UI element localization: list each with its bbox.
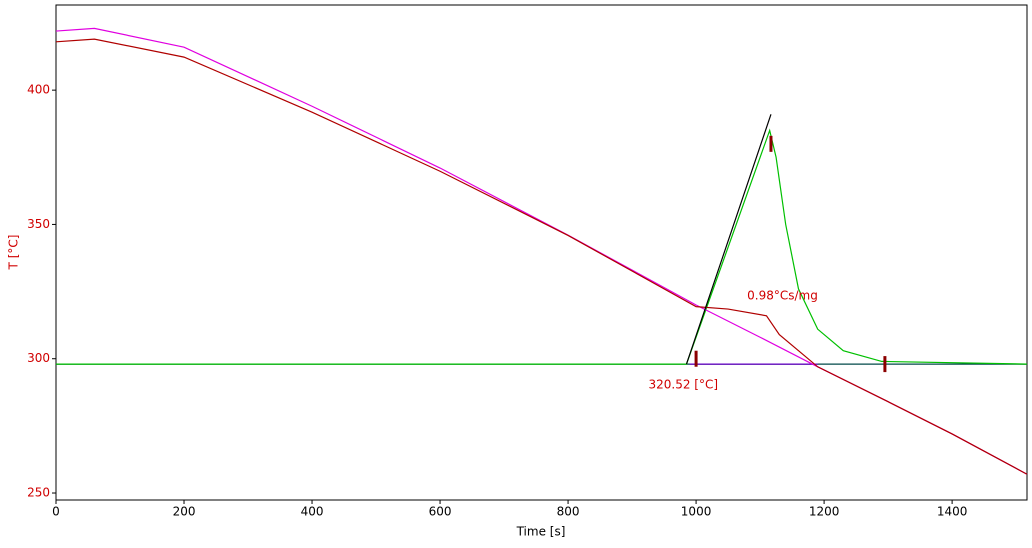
curve — [685, 114, 772, 365]
x-tick-label: 400 — [301, 505, 324, 519]
x-tick-label: 1400 — [937, 505, 968, 519]
y-tick-label: 250 — [27, 486, 50, 500]
x-axis-label: Time [s] — [516, 525, 566, 539]
x-tick-label: 800 — [557, 505, 580, 519]
annotation: 0.98°Cs/mg — [747, 289, 818, 303]
curve — [55, 38, 1028, 475]
annotation: 320.52 [°C] — [649, 377, 719, 391]
curve — [56, 128, 1028, 365]
x-tick-label: 1200 — [809, 505, 840, 519]
plot-frame — [55, 4, 1028, 501]
y-tick-label: 350 — [27, 217, 50, 231]
x-tick-label: 1000 — [681, 505, 712, 519]
y-tick-label: 300 — [27, 351, 50, 365]
x-tick-label: 0 — [52, 505, 60, 519]
y-tick-label: 400 — [27, 83, 50, 97]
x-tick-label: 600 — [429, 505, 452, 519]
x-tick-label: 200 — [173, 505, 196, 519]
y-axis-label: T [°C] — [7, 235, 21, 271]
